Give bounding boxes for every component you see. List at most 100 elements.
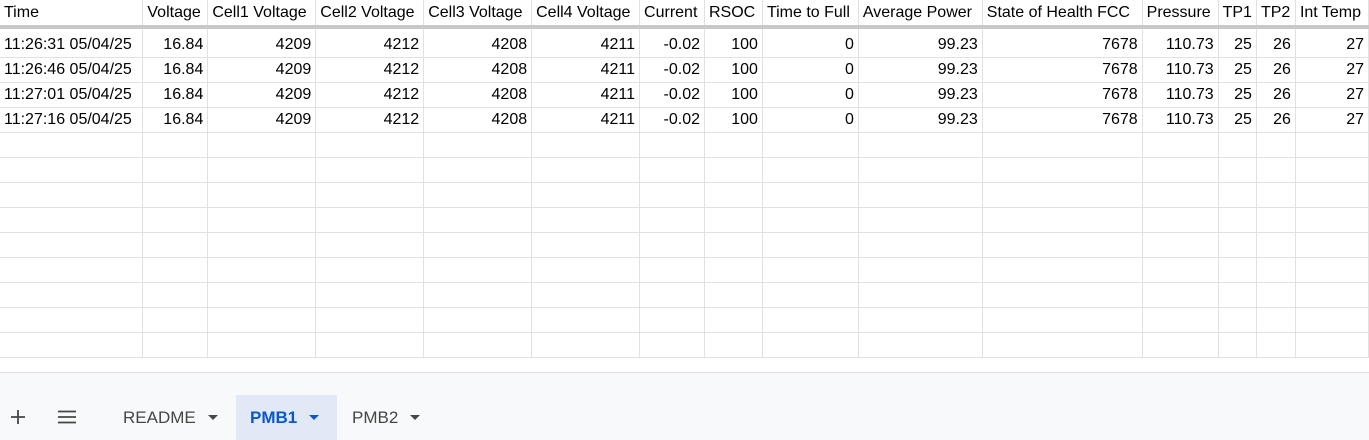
table-cell[interactable]: 0 bbox=[762, 82, 859, 108]
table-cell[interactable]: 110.73 bbox=[1142, 27, 1219, 58]
empty-cell[interactable] bbox=[639, 207, 705, 233]
header-cell-int-temp[interactable]: Int Temp bbox=[1295, 0, 1369, 29]
empty-cell[interactable] bbox=[1142, 232, 1219, 258]
empty-cell[interactable] bbox=[858, 332, 983, 358]
empty-cell[interactable] bbox=[142, 132, 209, 158]
empty-cell[interactable] bbox=[531, 282, 641, 308]
empty-cell[interactable] bbox=[423, 282, 533, 308]
empty-cell[interactable] bbox=[1295, 282, 1369, 308]
empty-cell[interactable] bbox=[982, 282, 1143, 308]
table-cell[interactable]: 4212 bbox=[315, 82, 425, 108]
empty-cell[interactable] bbox=[531, 132, 641, 158]
empty-cell[interactable] bbox=[1142, 157, 1219, 183]
table-cell[interactable]: 4209 bbox=[207, 57, 317, 83]
table-cell[interactable]: 16.84 bbox=[142, 57, 209, 83]
empty-cell[interactable] bbox=[423, 232, 533, 258]
empty-cell[interactable] bbox=[639, 182, 705, 208]
table-cell[interactable]: 11:26:31 05/04/25 bbox=[0, 27, 144, 58]
empty-cell[interactable] bbox=[423, 207, 533, 233]
empty-cell[interactable] bbox=[1218, 282, 1257, 308]
table-cell[interactable]: 7678 bbox=[982, 57, 1143, 83]
empty-cell[interactable] bbox=[1218, 307, 1257, 333]
empty-cell[interactable] bbox=[762, 207, 859, 233]
table-cell[interactable]: 4208 bbox=[423, 107, 533, 133]
empty-cell[interactable] bbox=[762, 182, 859, 208]
header-cell-voltage[interactable]: Voltage bbox=[142, 0, 209, 29]
table-cell[interactable]: 4208 bbox=[423, 27, 533, 58]
empty-cell[interactable] bbox=[142, 157, 209, 183]
empty-cell[interactable] bbox=[982, 332, 1143, 358]
empty-cell[interactable] bbox=[0, 207, 144, 233]
empty-cell[interactable] bbox=[858, 307, 983, 333]
table-cell[interactable]: 16.84 bbox=[142, 27, 209, 58]
empty-cell[interactable] bbox=[1142, 132, 1219, 158]
table-cell[interactable]: 99.23 bbox=[858, 107, 983, 133]
tab-pmb1[interactable]: PMB1 bbox=[236, 395, 337, 440]
table-cell[interactable]: 11:26:46 05/04/25 bbox=[0, 57, 144, 83]
table-cell[interactable]: 7678 bbox=[982, 27, 1143, 58]
empty-cell[interactable] bbox=[0, 232, 144, 258]
table-cell[interactable]: 4209 bbox=[207, 107, 317, 133]
empty-cell[interactable] bbox=[1218, 332, 1257, 358]
empty-cell[interactable] bbox=[1218, 207, 1257, 233]
empty-cell[interactable] bbox=[1256, 207, 1296, 233]
empty-cell[interactable] bbox=[1142, 307, 1219, 333]
table-cell[interactable]: 4209 bbox=[207, 27, 317, 58]
table-cell[interactable]: 27 bbox=[1295, 57, 1369, 83]
add-sheet-button[interactable] bbox=[0, 399, 36, 435]
table-cell[interactable]: -0.02 bbox=[639, 107, 705, 133]
empty-cell[interactable] bbox=[762, 157, 859, 183]
empty-cell[interactable] bbox=[982, 232, 1143, 258]
table-cell[interactable]: 27 bbox=[1295, 27, 1369, 58]
empty-cell[interactable] bbox=[142, 307, 209, 333]
empty-cell[interactable] bbox=[531, 332, 641, 358]
table-cell[interactable]: 0 bbox=[762, 57, 859, 83]
empty-cell[interactable] bbox=[315, 182, 425, 208]
empty-cell[interactable] bbox=[423, 257, 533, 283]
header-cell-pressure[interactable]: Pressure bbox=[1142, 0, 1219, 29]
empty-cell[interactable] bbox=[315, 207, 425, 233]
table-cell[interactable]: 4211 bbox=[531, 27, 641, 58]
empty-cell[interactable] bbox=[982, 132, 1143, 158]
empty-cell[interactable] bbox=[207, 207, 317, 233]
empty-cell[interactable] bbox=[0, 182, 144, 208]
empty-cell[interactable] bbox=[1218, 157, 1257, 183]
empty-cell[interactable] bbox=[858, 157, 983, 183]
empty-cell[interactable] bbox=[762, 282, 859, 308]
empty-cell[interactable] bbox=[0, 257, 144, 283]
empty-cell[interactable] bbox=[982, 257, 1143, 283]
tab-pmb2[interactable]: PMB2 bbox=[338, 395, 434, 440]
horizontal-scrollbar[interactable] bbox=[0, 372, 1369, 392]
empty-cell[interactable] bbox=[1295, 132, 1369, 158]
empty-cell[interactable] bbox=[1256, 132, 1296, 158]
empty-cell[interactable] bbox=[1256, 182, 1296, 208]
empty-cell[interactable] bbox=[639, 157, 705, 183]
table-cell[interactable]: -0.02 bbox=[639, 57, 705, 83]
empty-cell[interactable] bbox=[531, 207, 641, 233]
empty-cell[interactable] bbox=[639, 282, 705, 308]
table-cell[interactable]: 27 bbox=[1295, 82, 1369, 108]
empty-cell[interactable] bbox=[1218, 182, 1257, 208]
table-cell[interactable]: 4211 bbox=[531, 57, 641, 83]
empty-cell[interactable] bbox=[1256, 282, 1296, 308]
header-cell-tp1[interactable]: TP1 bbox=[1218, 0, 1257, 29]
empty-cell[interactable] bbox=[0, 332, 144, 358]
table-cell[interactable]: 11:27:16 05/04/25 bbox=[0, 107, 144, 133]
table-cell[interactable]: 4209 bbox=[207, 82, 317, 108]
empty-cell[interactable] bbox=[531, 182, 641, 208]
table-cell[interactable]: 110.73 bbox=[1142, 57, 1219, 83]
tab-readme[interactable]: README bbox=[109, 395, 232, 440]
empty-cell[interactable] bbox=[207, 282, 317, 308]
empty-cell[interactable] bbox=[0, 282, 144, 308]
table-cell[interactable]: 0 bbox=[762, 27, 859, 58]
empty-cell[interactable] bbox=[207, 257, 317, 283]
empty-cell[interactable] bbox=[762, 257, 859, 283]
chevron-down-icon[interactable] bbox=[207, 415, 218, 420]
empty-cell[interactable] bbox=[207, 232, 317, 258]
table-cell[interactable]: 4212 bbox=[315, 107, 425, 133]
table-cell[interactable]: 100 bbox=[704, 107, 763, 133]
empty-cell[interactable] bbox=[704, 207, 763, 233]
empty-cell[interactable] bbox=[1256, 257, 1296, 283]
empty-cell[interactable] bbox=[142, 332, 209, 358]
empty-cell[interactable] bbox=[531, 157, 641, 183]
